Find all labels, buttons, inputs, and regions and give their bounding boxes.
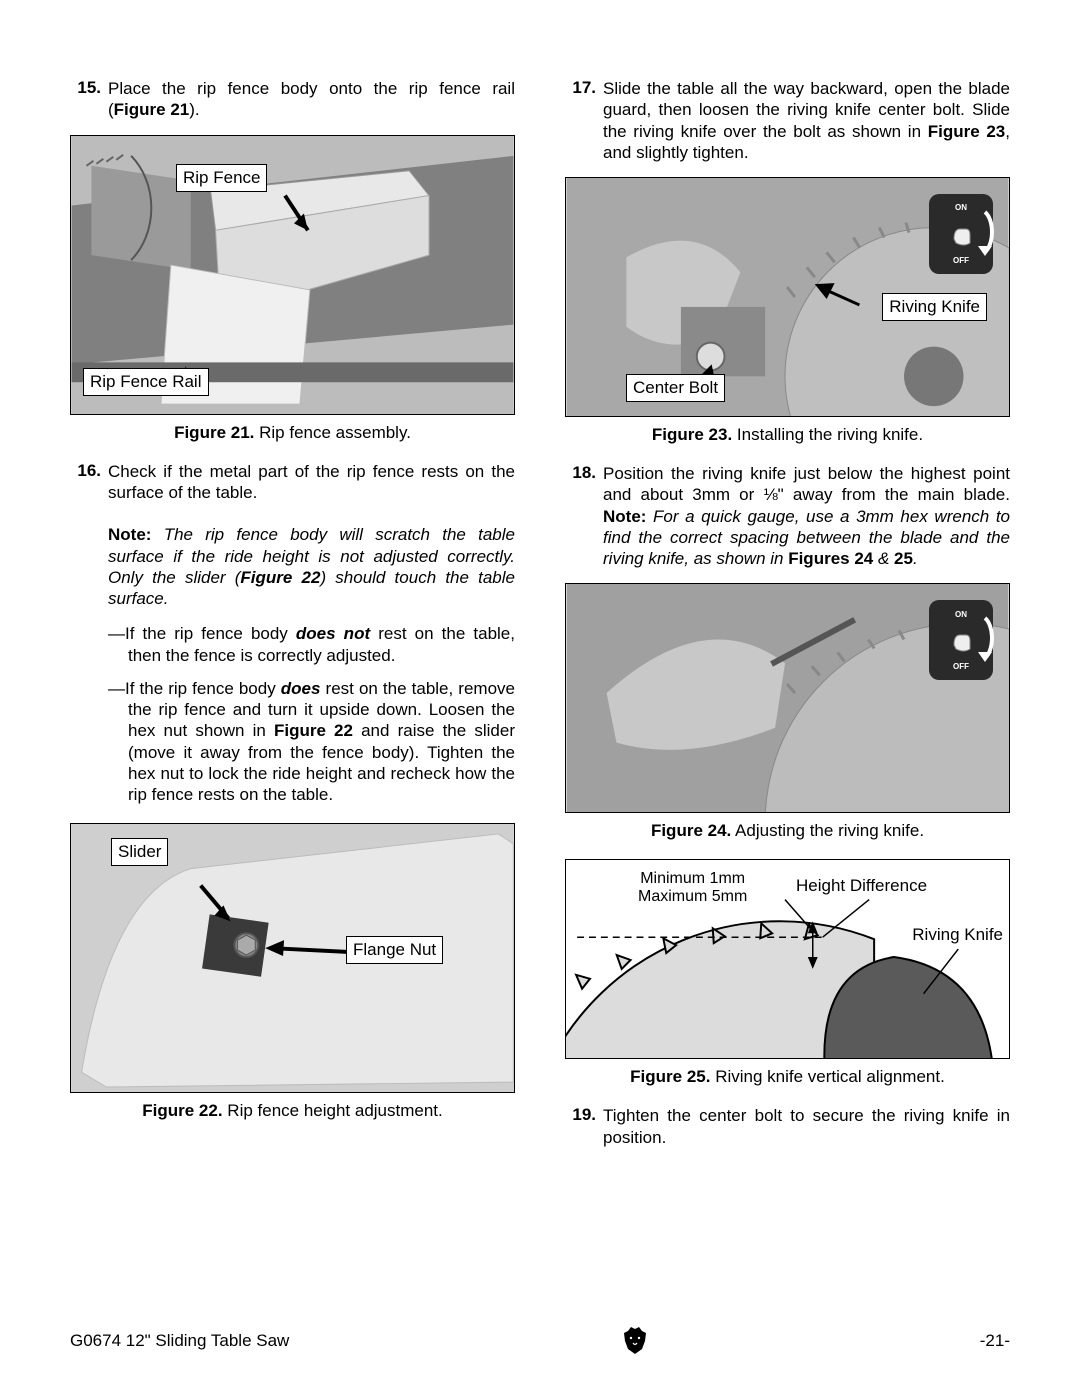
right-column: 17. Slide the table all the way backward… bbox=[565, 78, 1010, 1162]
step-15: 15. Place the rip fence body onto the ri… bbox=[70, 78, 515, 121]
on-label: ON bbox=[955, 610, 967, 619]
fig25-svg bbox=[566, 860, 1009, 1058]
on-label: ON bbox=[955, 203, 967, 212]
arrow-icon bbox=[971, 614, 995, 664]
label-height-difference: Height Difference bbox=[796, 876, 927, 896]
step-number: 15. bbox=[70, 78, 108, 121]
figure-25-diagram: Minimum 1mm Maximum 5mm Height Differenc… bbox=[565, 859, 1010, 1059]
step-text: Check if the metal part of the rip fence… bbox=[108, 461, 515, 610]
step-19: 19. Tighten the center bolt to secure th… bbox=[565, 1105, 1010, 1148]
note-label: Note: bbox=[108, 525, 151, 544]
figure-22-image: Slider Flange Nut bbox=[70, 823, 515, 1093]
figure-21-image: Rip Fence Rip Fence Rail bbox=[70, 135, 515, 415]
step-number: 18. bbox=[565, 463, 603, 569]
step-16: 16. Check if the metal part of the rip f… bbox=[70, 461, 515, 610]
footer-model: G0674 12" Sliding Table Saw bbox=[70, 1331, 289, 1351]
step-16-sublist: —If the rip fence body does not rest on … bbox=[108, 623, 515, 805]
footer-page: -21- bbox=[980, 1331, 1010, 1351]
step-text: Position the riving knife just below the… bbox=[603, 463, 1010, 569]
step-number: 16. bbox=[70, 461, 108, 610]
two-column-layout: 15. Place the rip fence body onto the ri… bbox=[70, 78, 1010, 1162]
label-riving-knife: Riving Knife bbox=[882, 293, 987, 321]
step-number: 17. bbox=[565, 78, 603, 163]
left-column: 15. Place the rip fence body onto the ri… bbox=[70, 78, 515, 1162]
step-number: 19. bbox=[565, 1105, 603, 1148]
switch-icon: ON OFF bbox=[929, 194, 993, 274]
label-center-bolt: Center Bolt bbox=[626, 374, 725, 402]
bullet-1: —If the rip fence body does not rest on … bbox=[108, 623, 515, 666]
step-text: Place the rip fence body onto the rip fe… bbox=[108, 78, 515, 121]
figure-22-caption: Figure 22. Rip fence height adjustment. bbox=[70, 1101, 515, 1121]
bullet-2: —If the rip fence body does rest on the … bbox=[108, 678, 515, 806]
figure-21-caption: Figure 21. Rip fence assembly. bbox=[70, 423, 515, 443]
figure-23-caption: Figure 23. Installing the riving knife. bbox=[565, 425, 1010, 445]
step-17: 17. Slide the table all the way backward… bbox=[565, 78, 1010, 163]
step-text: Slide the table all the way backward, op… bbox=[603, 78, 1010, 163]
step-text: Tighten the center bolt to secure the ri… bbox=[603, 1105, 1010, 1148]
note-text: The rip fence body will scratch the tabl… bbox=[108, 525, 515, 608]
label-riving-knife: Riving Knife bbox=[912, 925, 1003, 945]
label-min-max: Minimum 1mm Maximum 5mm bbox=[638, 870, 747, 906]
arrow-icon bbox=[971, 208, 995, 258]
text: Check if the metal part of the rip fence… bbox=[108, 462, 515, 502]
label-flange-nut: Flange Nut bbox=[346, 936, 443, 964]
step-18: 18. Position the riving knife just below… bbox=[565, 463, 1010, 569]
bear-logo-icon bbox=[622, 1327, 648, 1355]
switch-icon: ON OFF bbox=[929, 600, 993, 680]
label-rip-fence-rail: Rip Fence Rail bbox=[83, 368, 209, 396]
page-footer: G0674 12" Sliding Table Saw -21- bbox=[70, 1327, 1010, 1355]
off-label: OFF bbox=[953, 662, 969, 671]
figure-23-image: ON OFF Riving Knife Center Bolt bbox=[565, 177, 1010, 417]
figure-24-caption: Figure 24. Adjusting the riving knife. bbox=[565, 821, 1010, 841]
text: ). bbox=[189, 100, 199, 119]
label-slider: Slider bbox=[111, 838, 168, 866]
figure-25-caption: Figure 25. Riving knife vertical alignme… bbox=[565, 1067, 1010, 1087]
figure-ref: Figure 21 bbox=[114, 100, 190, 119]
label-rip-fence: Rip Fence bbox=[176, 164, 267, 192]
off-label: OFF bbox=[953, 256, 969, 265]
figure-24-image: ON OFF bbox=[565, 583, 1010, 813]
